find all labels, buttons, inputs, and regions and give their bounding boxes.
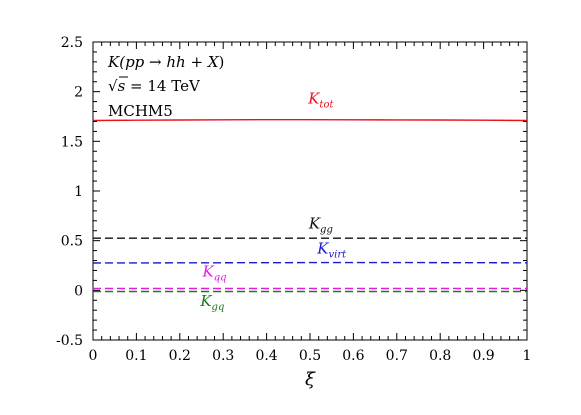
y-tick-label: 2: [74, 85, 83, 101]
x-tick-label: 1: [523, 348, 532, 364]
x-tick-label: 0.6: [342, 348, 364, 364]
x-tick-label: 0: [89, 348, 98, 364]
x-tick-label: 0.7: [386, 348, 408, 364]
series-label-virt: Kvirt: [316, 240, 347, 261]
series-label-gq: Kgq: [199, 292, 224, 313]
x-tick-label: 0.4: [255, 348, 277, 364]
y-tick-label: 1: [74, 184, 83, 200]
sqrt-symbol: √: [108, 77, 118, 95]
annotation-process: K(pp → hh + X): [107, 53, 224, 71]
series-line-tot: [92, 118, 528, 122]
x-tick-label: 0.1: [125, 348, 147, 364]
x-tick-label: 0.5: [299, 348, 321, 364]
series-label-qq: Kqq: [202, 262, 227, 283]
svg-text:√s = 14 TeV: √s = 14 TeV: [108, 77, 201, 95]
series-layer: [92, 118, 528, 293]
energy-value: = 14 TeV: [125, 77, 201, 95]
series-label-main: K: [308, 215, 321, 233]
x-tick-label: 0.3: [212, 348, 234, 364]
x-tick-label: 0.9: [472, 348, 494, 364]
x-tick-label: 0.8: [429, 348, 451, 364]
y-tick-label: 2.5: [61, 35, 83, 51]
series-label-sub: qq: [214, 272, 227, 283]
annotation-model: MCHM5: [108, 102, 173, 120]
y-tick-label: 1.5: [61, 134, 83, 150]
y-tick-label: 0: [74, 283, 83, 299]
series-label-main: K: [202, 262, 215, 280]
annotation-energy: √s = 14 TeV: [108, 76, 201, 95]
y-tick-label: -0.5: [56, 333, 83, 349]
series-label-main: K: [199, 292, 212, 310]
y-tick-label: 0.5: [61, 234, 83, 250]
series-label-sub: gq: [212, 302, 225, 313]
series-label-main: K: [307, 90, 320, 108]
axis-layer: 0 0.1 0.2 0.3 0.4 0.5 0.6 0.7 0.8 0.9 1 -0.5 0 0.5 1 1.…: [56, 35, 531, 364]
series-label-tot: Ktot: [307, 90, 334, 111]
series-label-sub: tot: [319, 100, 334, 111]
x-axis-title: ξ: [305, 369, 316, 390]
series-label-main: K: [316, 240, 329, 258]
energy-s: s: [118, 77, 126, 95]
x-tick-label: 0.2: [169, 348, 191, 364]
series-label-sub: virt: [328, 250, 347, 261]
series-label-gg: Kgg: [308, 215, 333, 236]
series-label-sub: gg: [320, 225, 333, 236]
